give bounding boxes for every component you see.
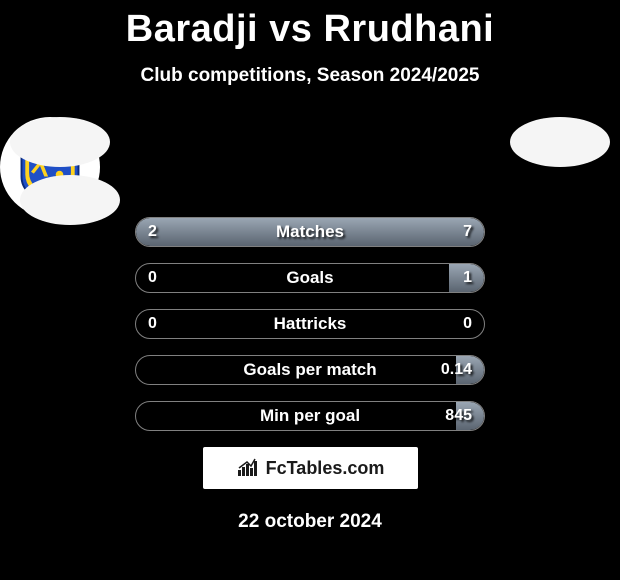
footer-banner: FcTables.com	[203, 447, 418, 489]
footer-brand-text: FcTables.com	[266, 458, 385, 479]
stat-value-right: 7	[463, 218, 472, 246]
stat-row-min-per-goal: Min per goal 845	[135, 401, 485, 431]
page-title: Baradji vs Rrudhani	[0, 0, 620, 51]
stat-value-right: 1	[463, 264, 472, 292]
stat-row-goals-per-match: Goals per match 0.14	[135, 355, 485, 385]
stat-value-right: 845	[445, 402, 472, 430]
stat-value-right: 0	[463, 310, 472, 338]
stat-label: Goals	[136, 264, 484, 292]
bar-chart-icon	[236, 458, 260, 478]
stat-row-matches: 2 Matches 7	[135, 217, 485, 247]
stat-label: Matches	[136, 218, 484, 246]
player-right-badge-1	[510, 117, 610, 167]
stat-label: Min per goal	[136, 402, 484, 430]
stat-label: Hattricks	[136, 310, 484, 338]
stats-area: FCL 2 Matches 7 0 Goals 1 0 Hattricks 0	[0, 117, 620, 431]
player-left-badge-1	[10, 117, 110, 167]
stat-label: Goals per match	[136, 356, 484, 384]
stat-value-right: 0.14	[441, 356, 472, 384]
footer-date: 22 october 2024	[0, 511, 620, 533]
stat-row-goals: 0 Goals 1	[135, 263, 485, 293]
comparison-bars: 2 Matches 7 0 Goals 1 0 Hattricks 0 Goal…	[135, 217, 485, 431]
player-left-badge-2	[20, 175, 120, 225]
page-subtitle: Club competitions, Season 2024/2025	[0, 65, 620, 87]
stat-row-hattricks: 0 Hattricks 0	[135, 309, 485, 339]
